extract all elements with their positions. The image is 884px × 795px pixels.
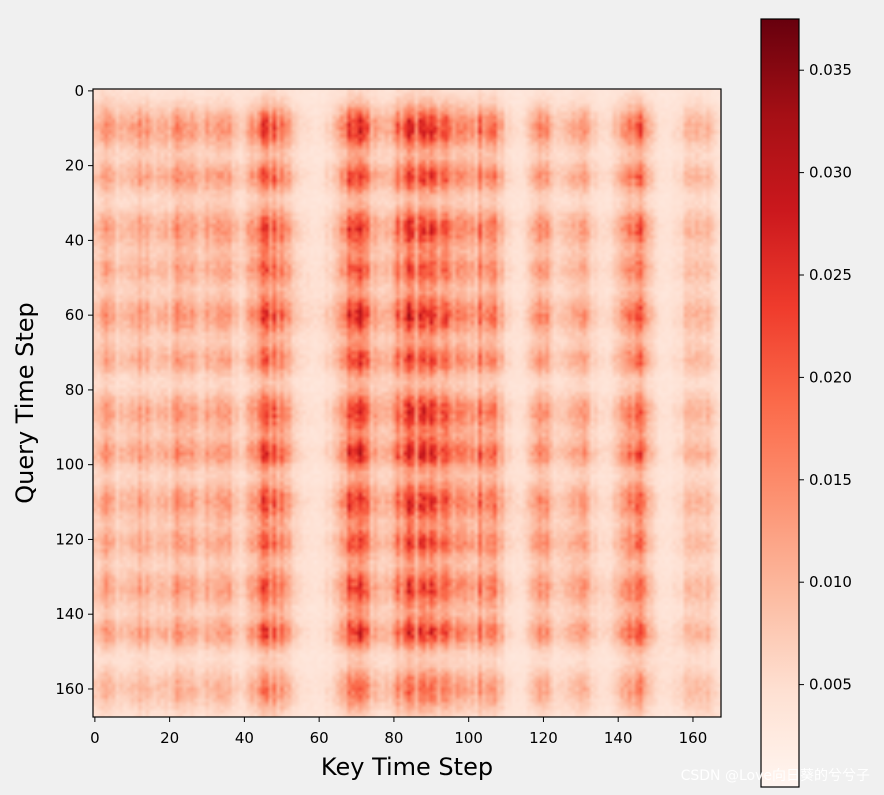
y-tick-label: 60 [65,306,84,324]
y-tick-label: 20 [65,157,84,175]
heatmap-plot-area [92,88,722,718]
x-tick-label: 40 [235,729,254,747]
y-tick-label: 140 [55,605,84,623]
y-axis-label: Query Time Step [11,302,39,504]
x-tick-label: 0 [90,729,100,747]
x-tick-label: 120 [529,729,558,747]
colorbar-tick-label: 0.015 [809,471,852,489]
x-tick-label: 100 [454,729,483,747]
colorbar-tick-label: 0.030 [809,164,852,182]
x-tick-label: 60 [310,729,329,747]
y-tick-label: 120 [55,530,84,548]
x-axis-ticks: 0 20 40 60 80 100 120 140 160 [90,717,707,747]
colorbar-tick-label: 0.025 [809,266,852,284]
y-tick-label: 80 [65,381,84,399]
x-tick-label: 140 [604,729,633,747]
y-axis-ticks: 0 20 40 60 80 100 120 140 160 [55,82,93,698]
y-tick-label: 40 [65,231,84,249]
x-tick-label: 80 [384,729,403,747]
colorbar: 0.005 0.010 0.015 0.020 0.025 0.030 0.035 [760,18,852,788]
y-tick-label: 160 [55,680,84,698]
x-axis-label: Key Time Step [321,753,493,781]
heatmap-frame [92,88,722,718]
colorbar-tick-label: 0.005 [809,676,852,694]
colorbar-fill [761,19,799,787]
x-tick-label: 20 [160,729,179,747]
y-tick-label: 100 [55,456,84,474]
colorbar-frame [760,18,800,788]
colorbar-ticks: 0.005 0.010 0.015 0.020 0.025 0.030 0.035 [799,61,852,694]
heatmap-cells [93,89,721,717]
y-tick-label: 0 [74,82,84,100]
colorbar-tick-label: 0.035 [809,61,852,79]
colorbar-tick-label: 0.020 [809,368,852,386]
x-tick-label: 160 [679,729,708,747]
colorbar-tick-label: 0.010 [809,573,852,591]
watermark-text: CSDN @Love向日葵的兮兮子 [681,768,870,784]
